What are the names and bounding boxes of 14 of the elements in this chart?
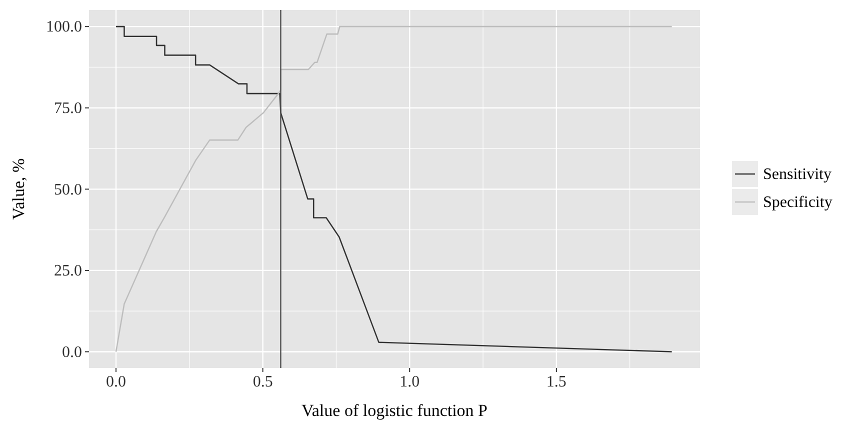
legend-label: Sensitivity	[763, 166, 832, 183]
y-tick-label: 25.0	[54, 262, 82, 280]
x-tick-label: 0.0	[106, 373, 126, 390]
x-tick-label: 1.5	[546, 373, 566, 390]
legend-label: Specificity	[763, 194, 832, 211]
y-tick-label: 75.0	[54, 100, 82, 117]
y-axis-title: Value, %	[9, 158, 28, 220]
y-tick-label: 100.0	[46, 18, 82, 36]
line-series	[115, 26, 672, 352]
x-axis-title: Value of logistic function P	[301, 401, 488, 420]
x-tick-label: 0.5	[252, 373, 273, 390]
x-tick-label: 1.0	[400, 373, 420, 390]
y-tick-label: 0.0	[62, 344, 82, 361]
y-tick-label: 50.0	[54, 181, 82, 198]
